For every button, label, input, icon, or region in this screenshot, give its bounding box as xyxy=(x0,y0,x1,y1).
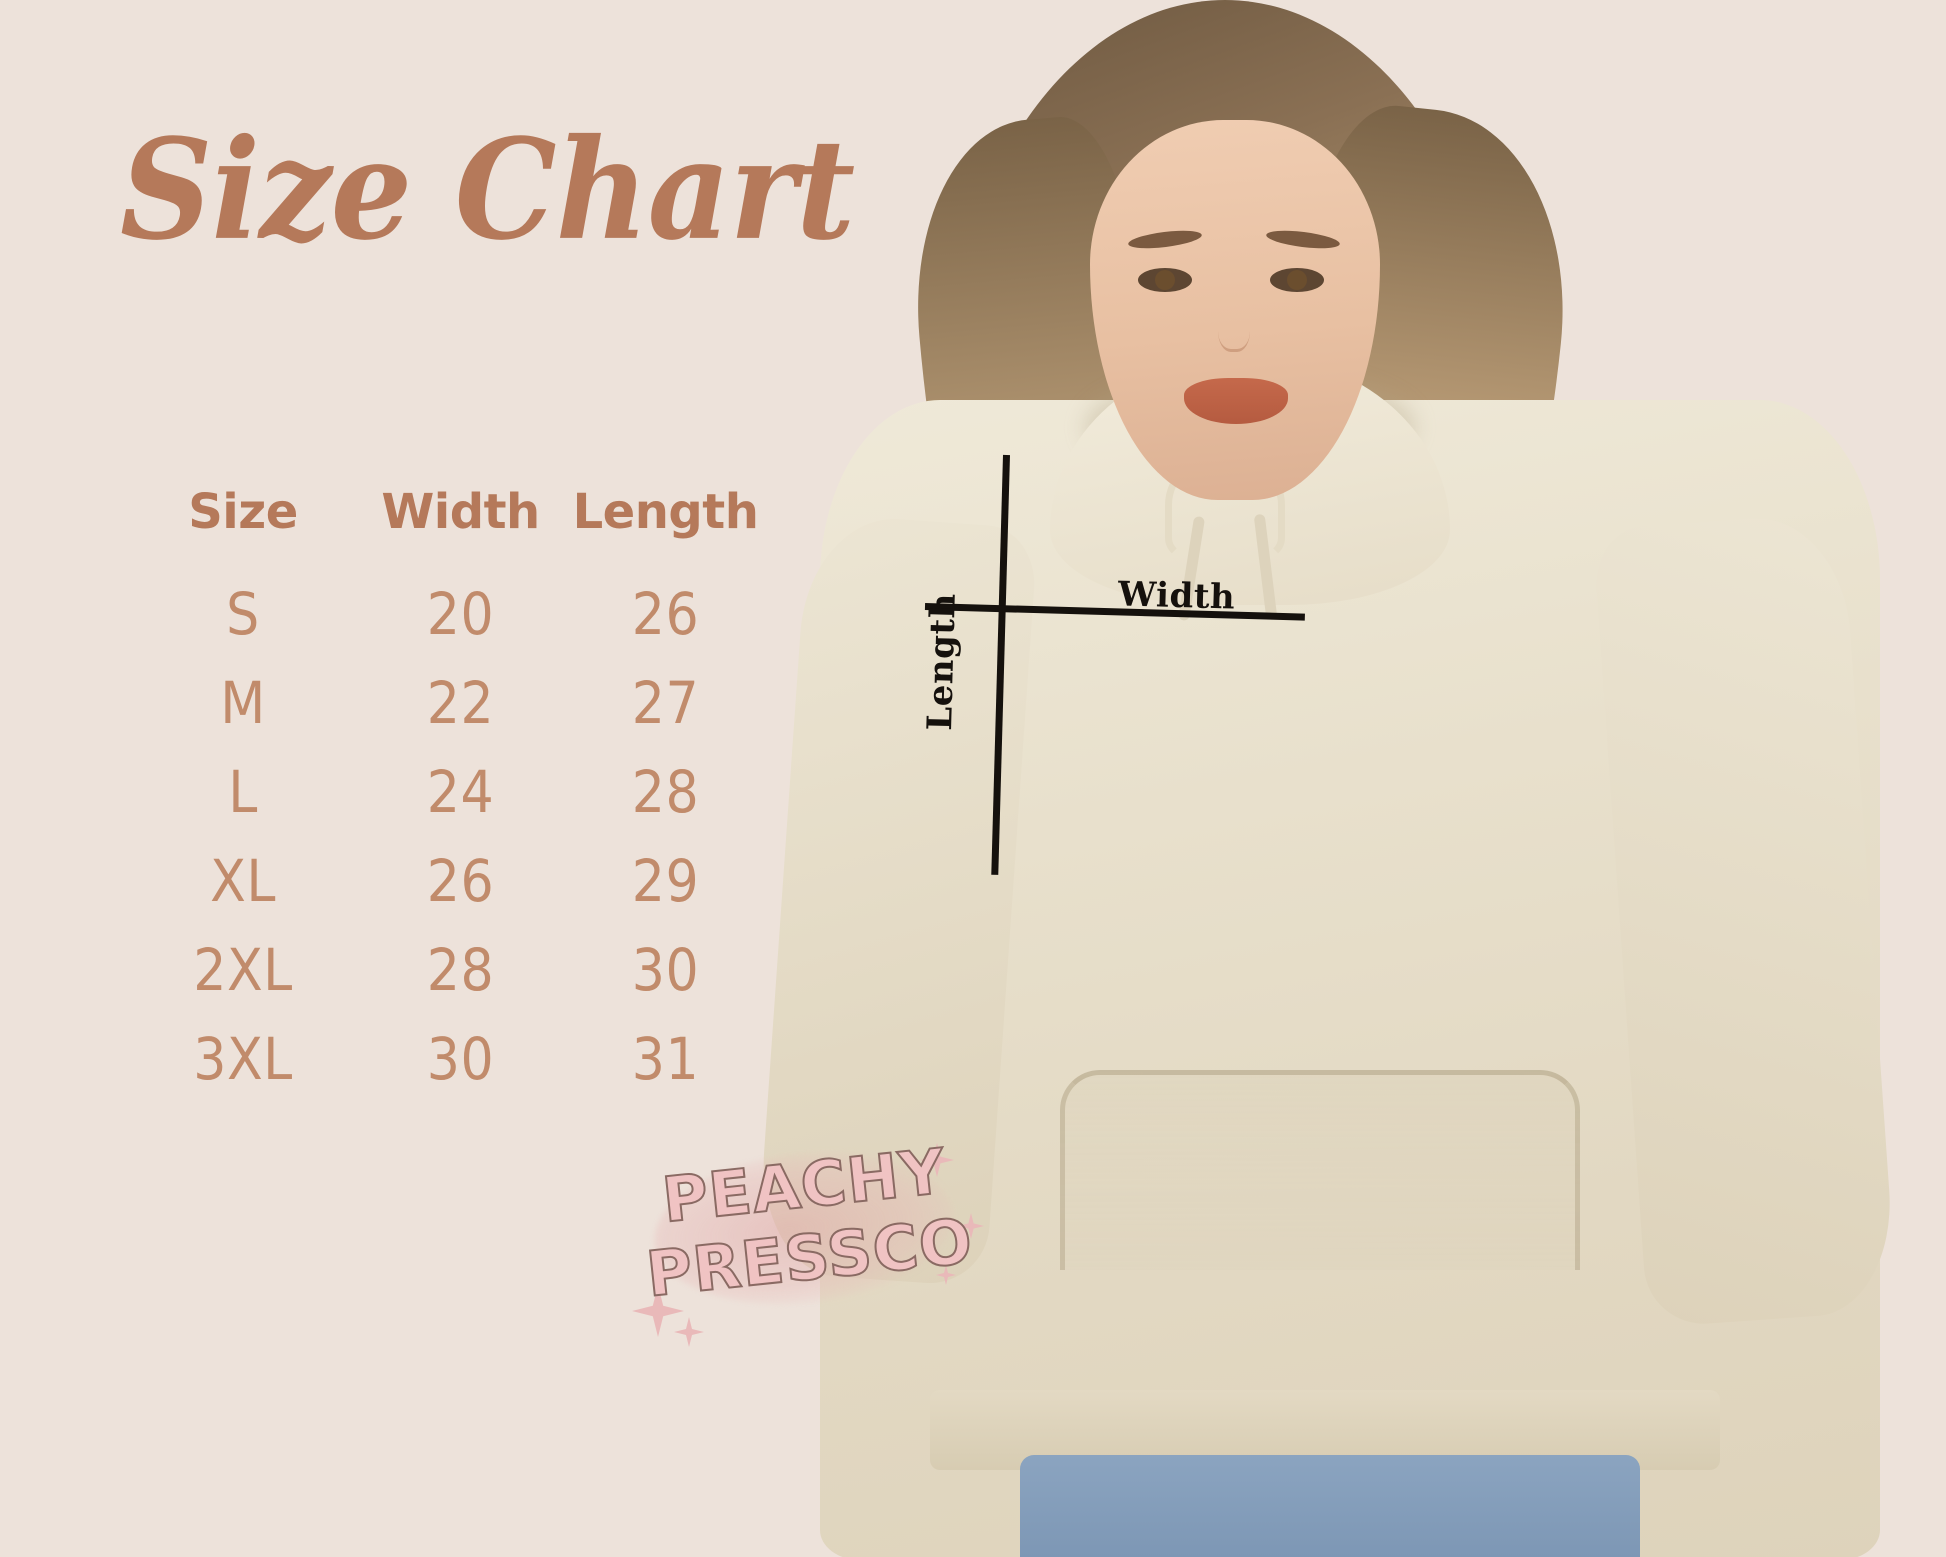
table-row: S 20 26 xyxy=(128,580,768,669)
table-row: M 22 27 xyxy=(128,669,768,758)
column-header-width: Width xyxy=(381,484,540,540)
cell-size: S xyxy=(226,580,260,648)
table-row: 2XL 28 30 xyxy=(128,936,768,1025)
cell-length: 30 xyxy=(631,936,700,1004)
page-title: Size Chart xyxy=(120,109,855,272)
iris-right xyxy=(1287,270,1307,290)
cell-width: 22 xyxy=(426,669,495,737)
column-header-size: Size xyxy=(188,484,298,540)
product-photo: Width Length xyxy=(760,0,1946,1557)
jeans xyxy=(1020,1455,1640,1557)
cell-length: 31 xyxy=(631,1025,700,1093)
cell-width: 24 xyxy=(426,758,495,826)
hoodie-kangaroo-pocket xyxy=(1060,1070,1580,1270)
table-body: S 20 26 M 22 27 L 24 28 XL 26 29 xyxy=(128,580,768,1114)
cell-size: M xyxy=(220,669,266,737)
cell-size: 3XL xyxy=(193,1025,293,1093)
nose xyxy=(1218,300,1250,352)
cell-size: XL xyxy=(210,847,276,915)
cell-length: 27 xyxy=(631,669,700,737)
table-row: L 24 28 xyxy=(128,758,768,847)
table-row: 3XL 30 31 xyxy=(128,1025,768,1114)
column-header-length: Length xyxy=(572,484,759,540)
table-row: XL 26 29 xyxy=(128,847,768,936)
lips xyxy=(1184,378,1288,424)
cell-length: 28 xyxy=(631,758,700,826)
cell-width: 20 xyxy=(426,580,495,648)
cell-length: 26 xyxy=(631,580,700,648)
cell-size: L xyxy=(228,758,258,826)
cell-length: 29 xyxy=(631,847,700,915)
iris-left xyxy=(1155,270,1175,290)
cell-width: 28 xyxy=(426,936,495,1004)
table-header-row: Size Width Length xyxy=(128,484,768,558)
size-table: Size Width Length S 20 26 M 22 27 L 24 xyxy=(128,484,768,1114)
cell-size: 2XL xyxy=(193,936,293,1004)
size-chart-panel: Size Chart Size Width Length S 20 26 M 2… xyxy=(120,109,855,1114)
cell-width: 30 xyxy=(426,1025,495,1093)
cell-width: 26 xyxy=(426,847,495,915)
